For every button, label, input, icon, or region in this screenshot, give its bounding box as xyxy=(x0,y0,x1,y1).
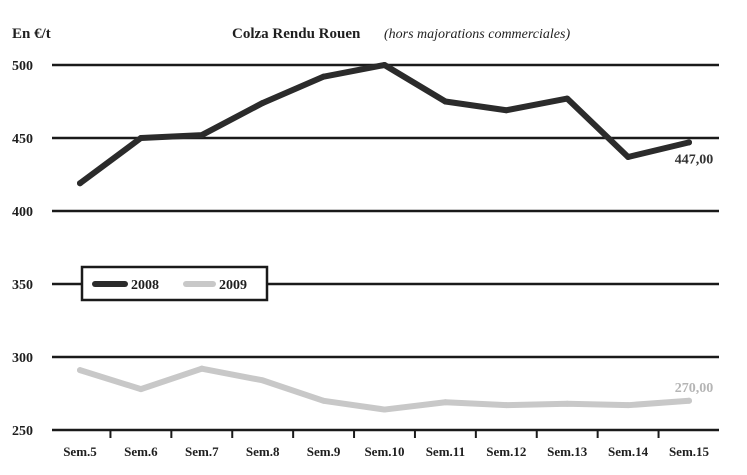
data-point-2008 xyxy=(442,98,449,105)
y-tick-label: 400 xyxy=(12,205,33,220)
data-point-2009 xyxy=(320,397,327,404)
end-labels: 447,00 270,00 xyxy=(675,152,714,395)
x-tick-label: Sem.14 xyxy=(608,444,649,459)
end-label-2008: 447,00 xyxy=(675,152,714,167)
data-point-2009 xyxy=(77,367,83,374)
x-tick-label: Sem.10 xyxy=(364,444,404,459)
x-tick-label: Sem.7 xyxy=(185,444,219,459)
legend-label-2009: 2009 xyxy=(219,278,247,293)
y-tick-label: 450 xyxy=(12,132,33,147)
end-label-2009: 270,00 xyxy=(675,381,714,396)
data-point-2009 xyxy=(442,399,449,406)
gridlines xyxy=(52,63,719,432)
x-tick-label: Sem.6 xyxy=(124,444,158,459)
x-tick-label: Sem.8 xyxy=(246,444,280,459)
data-point-2008 xyxy=(259,99,266,106)
data-point-2008 xyxy=(564,95,571,102)
x-tick-label: Sem.11 xyxy=(426,444,465,459)
data-point-2008 xyxy=(503,107,510,114)
x-tick-label: Sem.15 xyxy=(669,444,710,459)
data-point-2008 xyxy=(77,180,83,187)
data-point-2008 xyxy=(137,135,144,141)
legend-label-2008: 2008 xyxy=(131,278,159,293)
data-point-2008 xyxy=(320,73,327,80)
data-point-2008 xyxy=(625,153,632,160)
x-axis: Sem.5 Sem.6 Sem.7 Sem.8 Sem.9 Sem.10 Sem.11 Sem… xyxy=(63,430,710,459)
y-axis-ticks: 500 450 400 350 300 250 xyxy=(12,59,33,439)
y-tick-label: 250 xyxy=(12,424,33,439)
data-point-2009 xyxy=(503,402,510,409)
y-axis-unit-label: En €/t xyxy=(12,26,51,42)
data-point-2009 xyxy=(381,406,388,413)
data-point-2008 xyxy=(686,139,692,146)
series-lines xyxy=(77,62,692,413)
data-point-2009 xyxy=(686,397,692,404)
x-tick-label: Sem.12 xyxy=(486,444,526,459)
y-tick-label: 500 xyxy=(12,59,33,74)
data-point-2008 xyxy=(381,62,388,68)
y-tick-label: 350 xyxy=(12,278,33,293)
data-point-2009 xyxy=(137,386,144,393)
x-tick-label: Sem.5 xyxy=(63,444,97,459)
legend: 2008 2009 xyxy=(80,265,269,302)
data-point-2009 xyxy=(259,377,266,384)
series-line-2009 xyxy=(77,365,692,413)
series-line-2008 xyxy=(77,62,692,187)
data-point-2008 xyxy=(198,132,205,139)
data-point-2009 xyxy=(625,402,632,409)
x-tick-label: Sem.13 xyxy=(547,444,588,459)
data-point-2009 xyxy=(564,400,571,407)
x-tick-label: Sem.9 xyxy=(307,444,341,459)
chart-subtitle: (hors majorations commerciales) xyxy=(384,27,570,42)
chart-title: Colza Rendu Rouen xyxy=(232,26,361,42)
y-tick-label: 300 xyxy=(12,351,33,366)
data-point-2009 xyxy=(198,365,205,372)
